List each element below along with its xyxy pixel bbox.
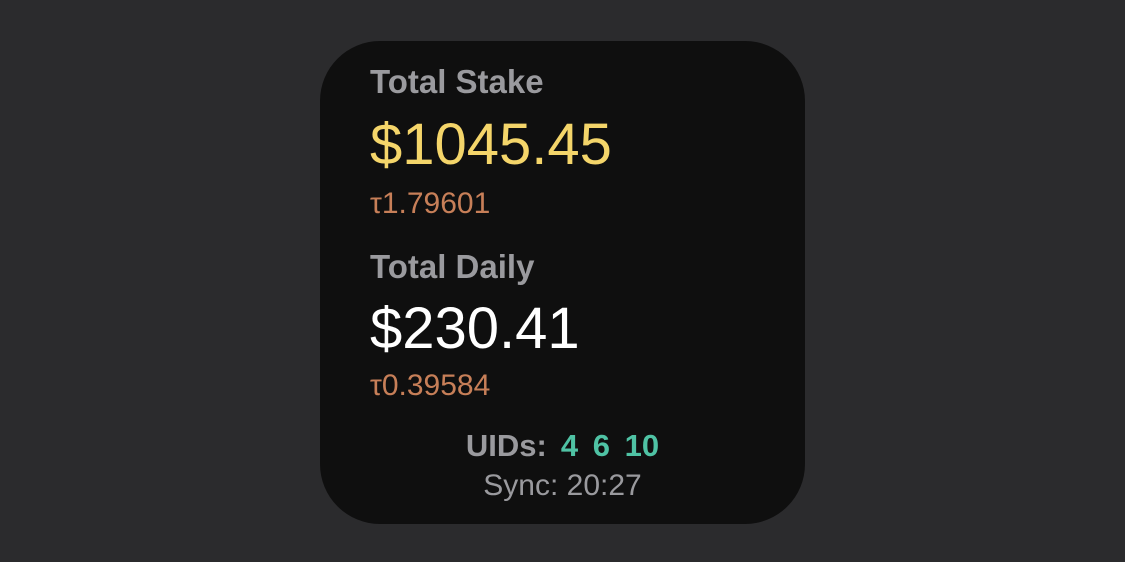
uids-label: UIDs: xyxy=(465,428,547,463)
total-daily-label: Total Daily xyxy=(370,248,535,285)
sync-status: Sync: 20:27 xyxy=(483,469,642,502)
total-stake-usd: $1045.45 xyxy=(370,112,612,177)
total-daily-tao: τ0.39584 xyxy=(370,369,491,402)
total-stake-tao: τ1.79601 xyxy=(370,187,491,220)
uids-values: 4 6 10 xyxy=(560,428,660,463)
uids-row: UIDs: 4 6 10 xyxy=(320,428,805,464)
stake-widget[interactable]: Total Stake $1045.45 τ1.79601 Total Dail… xyxy=(320,41,805,524)
total-daily-usd: $230.41 xyxy=(370,296,580,361)
total-stake-label: Total Stake xyxy=(370,63,544,100)
